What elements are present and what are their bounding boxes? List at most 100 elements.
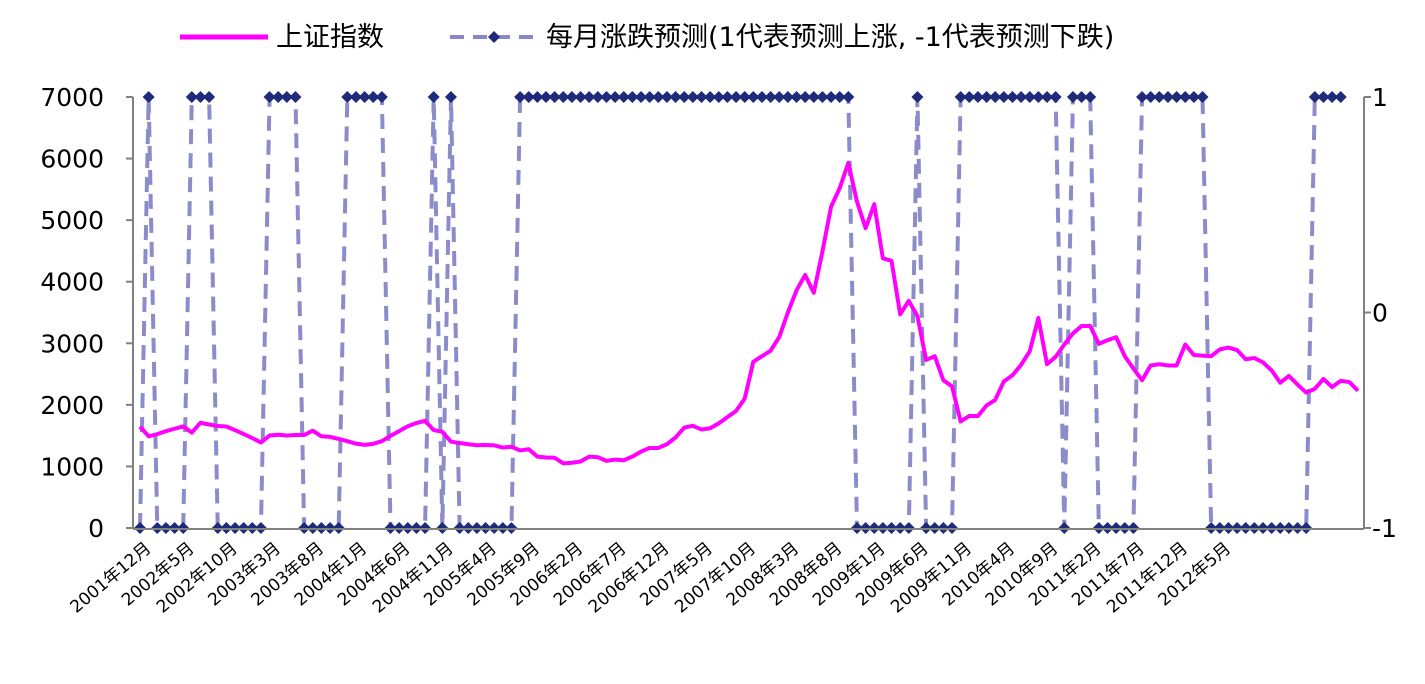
forecast-point [643,91,656,103]
forecast-point [531,91,544,103]
right-axis-tick-label: -1 [1372,514,1397,543]
legend-label-forecast: 每月涨跌预测(1代表预测上涨, -1代表预测下跌) [546,22,1114,53]
forecast-point [773,91,786,103]
forecast-point [1049,91,1062,103]
left-axis-tick-label: 4000 [40,268,104,297]
forecast-point [444,91,457,103]
forecast-point [263,91,276,103]
forecast-point [695,91,708,103]
forecast-point [747,91,760,103]
left-axis-tick-label: 6000 [40,145,104,174]
forecast-point [678,91,691,103]
forecast-point [790,91,803,103]
forecast-point [963,91,976,103]
forecast-point [375,91,388,103]
forecast-point [609,91,622,103]
forecast-point [1170,91,1183,103]
forecast-point [954,91,967,103]
forecast-point [185,91,198,103]
sse-index-line [138,160,1360,466]
forecast-point [1196,91,1209,103]
forecast-point [721,91,734,103]
right-axis-tick-label: 1 [1372,83,1388,112]
forecast-point [289,91,302,103]
forecast-point [1006,91,1019,103]
forecast-point [617,91,630,103]
forecast-point [781,91,794,103]
forecast-point [203,91,216,103]
forecast-point [514,91,527,103]
forecast-point [1041,91,1054,103]
forecast-point [1187,91,1200,103]
forecast-point [583,91,596,103]
forecast-point [971,91,984,103]
forecast-point [833,91,846,103]
forecast-point [574,91,587,103]
forecast-point [280,91,293,103]
forecast-point [816,91,829,103]
right-axis-tick-label: 0 [1372,299,1388,328]
forecast-point [652,91,665,103]
forecast-point [738,91,751,103]
forecast-point [557,91,570,103]
forecast-point [660,91,673,103]
forecast-point [704,91,717,103]
forecast-point [730,91,743,103]
forecast-point [194,91,207,103]
left-axis-tick-label: 0 [88,514,104,543]
forecast-point [686,91,699,103]
forecast-point [755,91,768,103]
forecast-point [1326,91,1339,103]
forecast-point [997,91,1010,103]
legend-label-sse: 上证指数 [276,22,384,53]
forecast-point [1153,91,1166,103]
forecast-point [341,91,354,103]
forecast-point [522,91,535,103]
forecast-point [842,91,855,103]
forecast-point [1308,91,1321,103]
forecast-point [1317,91,1330,103]
forecast-point [1084,91,1097,103]
forecast-point [1144,91,1157,103]
left-axis-tick-label: 2000 [40,391,104,420]
forecast-point [1015,91,1028,103]
forecast-point [1136,91,1149,103]
forecast-point [358,91,371,103]
forecast-point [911,91,924,103]
forecast-point [626,91,639,103]
forecast-point [142,91,155,103]
forecast-point [980,91,993,103]
forecast-point [1023,91,1036,103]
forecast-point [635,91,648,103]
forecast-point [1179,91,1192,103]
forecast-point [427,91,440,103]
forecast-point [349,91,362,103]
forecast-point [540,91,552,103]
forecast-point [272,91,285,103]
plot-area [134,91,1360,534]
left-axis-tick-label: 3000 [40,329,104,358]
forecast-point [807,91,820,103]
left-axis-tick-label: 7000 [40,83,104,112]
forecast-point [1032,91,1045,103]
forecast-point [367,91,380,103]
left-axis-tick-label: 5000 [40,206,104,235]
legend: 上证指数 每月涨跌预测(1代表预测上涨, -1代表预测下跌) [180,22,1114,53]
legend-diamond-marker [488,31,500,43]
forecast-point [712,91,725,103]
forecast-point [1066,91,1079,103]
forecast-point [591,91,604,103]
forecast-point [548,91,561,103]
forecast-point [1075,91,1088,103]
axes: 01000200030004000500060007000-1012001年12… [40,83,1397,617]
forecast-point [764,91,777,103]
forecast-point [600,91,613,103]
forecast-point [989,91,1002,103]
forecast-point [799,91,812,103]
forecast-series-line [138,95,1341,530]
forecast-point [825,91,838,103]
left-axis-tick-label: 1000 [40,452,104,481]
forecast-point [669,91,682,103]
forecast-point [565,91,578,103]
